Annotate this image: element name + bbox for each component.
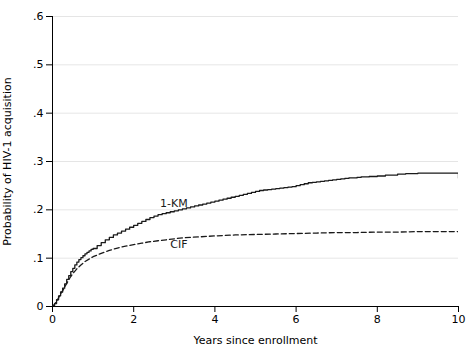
svg-text:Years since enrollment: Years since enrollment [192,334,318,346]
svg-text:CIF: CIF [170,238,187,251]
svg-text:1-KM: 1-KM [160,197,188,210]
svg-text:2: 2 [130,313,137,326]
svg-text:.6: .6 [33,10,44,23]
svg-text:10: 10 [452,313,466,326]
svg-text:6: 6 [293,313,300,326]
svg-text:Probability of HIV-1 acquisiti: Probability of HIV-1 acquisition [1,77,14,245]
svg-text:0: 0 [37,300,44,313]
svg-text:4: 4 [211,313,218,326]
svg-text:.4: .4 [33,107,44,120]
svg-text:8: 8 [374,313,381,326]
svg-text:.2: .2 [33,203,44,216]
svg-text:.3: .3 [33,155,44,168]
svg-text:0: 0 [49,313,56,326]
svg-text:.5: .5 [33,58,44,71]
svg-text:.1: .1 [33,252,44,265]
